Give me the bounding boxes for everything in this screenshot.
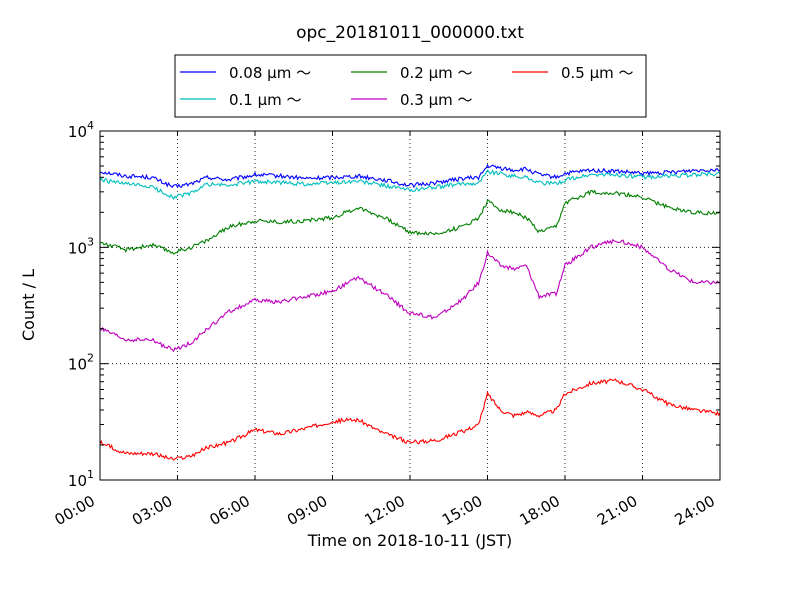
y-tick-label: 104 <box>68 119 94 141</box>
grid-lines <box>100 131 720 480</box>
x-tick-label: 09:00 <box>284 492 330 529</box>
x-tick-label: 00:00 <box>52 492 98 529</box>
x-tick-label: 21:00 <box>594 492 640 529</box>
legend-box <box>174 54 647 118</box>
series-lines <box>99 163 721 461</box>
series-line-4 <box>99 238 721 353</box>
legend: 0.08 μm ～ 0.1 μm ～ 0.2 μm ～ 0.3 μm ～ 0.5 μm … <box>174 54 647 118</box>
x-tick-label: 12:00 <box>362 492 408 529</box>
series-line-3 <box>99 189 721 255</box>
axis-ticks <box>99 130 721 481</box>
x-tick-label: 24:00 <box>672 492 718 529</box>
legend-label: 0.1 μm ～ <box>229 91 302 109</box>
y-tick-labels: 101 102 103 104 <box>68 119 94 490</box>
x-axis-label: Time on 2018-10-11 (JST) <box>307 531 512 550</box>
legend-label: 0.3 μm ～ <box>400 91 473 109</box>
legend-label: 0.08 μm ～ <box>229 64 311 82</box>
y-axis-label: Count / L <box>19 269 38 341</box>
x-tick-label: 06:00 <box>207 492 253 529</box>
y-tick-label: 102 <box>68 352 94 374</box>
series-line-2 <box>99 169 721 200</box>
y-tick-label: 101 <box>68 468 94 490</box>
x-tick-labels: 00:00 03:00 06:00 09:00 12:00 15:00 18:00 21:00… <box>52 492 718 529</box>
x-tick-label: 15:00 <box>439 492 485 529</box>
y-tick-label: 103 <box>68 235 94 257</box>
chart-title: opc_20181011_000000.txt <box>296 23 524 43</box>
plot-area <box>100 131 720 480</box>
x-tick-label: 03:00 <box>129 492 175 529</box>
x-tick-label: 18:00 <box>517 492 563 529</box>
legend-label: 0.5 μm ～ <box>561 64 634 82</box>
series-line-5 <box>99 378 721 461</box>
legend-label: 0.2 μm ～ <box>400 64 473 82</box>
series-line-1 <box>99 163 721 189</box>
